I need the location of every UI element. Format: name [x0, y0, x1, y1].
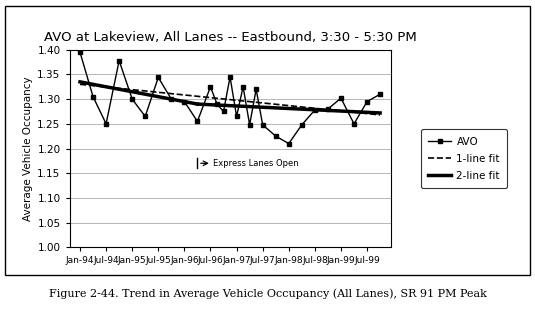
AVO — [220, 109, 227, 113]
Y-axis label: Average Vehicle Occupancy: Average Vehicle Occupancy — [23, 76, 33, 221]
AVO — [338, 96, 344, 100]
AVO — [377, 92, 383, 96]
Line: 2-line fit: 2-line fit — [197, 104, 380, 113]
AVO — [77, 50, 83, 54]
Legend: AVO, 1-line fit, 2-line fit: AVO, 1-line fit, 2-line fit — [421, 129, 507, 188]
AVO — [240, 85, 246, 89]
AVO — [90, 95, 96, 99]
AVO — [253, 87, 259, 91]
AVO — [364, 100, 370, 104]
AVO — [214, 102, 220, 106]
AVO — [116, 59, 123, 63]
AVO — [155, 76, 162, 79]
AVO — [181, 100, 188, 104]
Text: Express Lanes Open: Express Lanes Open — [213, 159, 299, 168]
AVO — [259, 123, 266, 127]
AVO — [286, 142, 292, 146]
AVO — [299, 123, 305, 127]
AVO — [207, 85, 213, 89]
2-line fit — [194, 102, 201, 106]
AVO — [325, 107, 331, 111]
AVO — [312, 108, 318, 112]
Title: AVO at Lakeview, All Lanes -- Eastbound, 3:30 - 5:30 PM: AVO at Lakeview, All Lanes -- Eastbound,… — [44, 31, 416, 44]
AVO — [168, 97, 174, 101]
2-line fit — [377, 111, 383, 115]
Text: Figure 2-44. Trend in Average Vehicle Occupancy (All Lanes), SR 91 PM Peak: Figure 2-44. Trend in Average Vehicle Oc… — [49, 288, 486, 299]
AVO — [233, 114, 240, 118]
AVO — [103, 122, 109, 126]
AVO — [272, 134, 279, 138]
AVO — [351, 122, 357, 126]
AVO — [129, 97, 135, 101]
AVO — [227, 75, 233, 79]
AVO — [194, 119, 201, 123]
AVO — [247, 123, 253, 127]
AVO — [142, 114, 148, 118]
Line: AVO: AVO — [78, 50, 383, 146]
